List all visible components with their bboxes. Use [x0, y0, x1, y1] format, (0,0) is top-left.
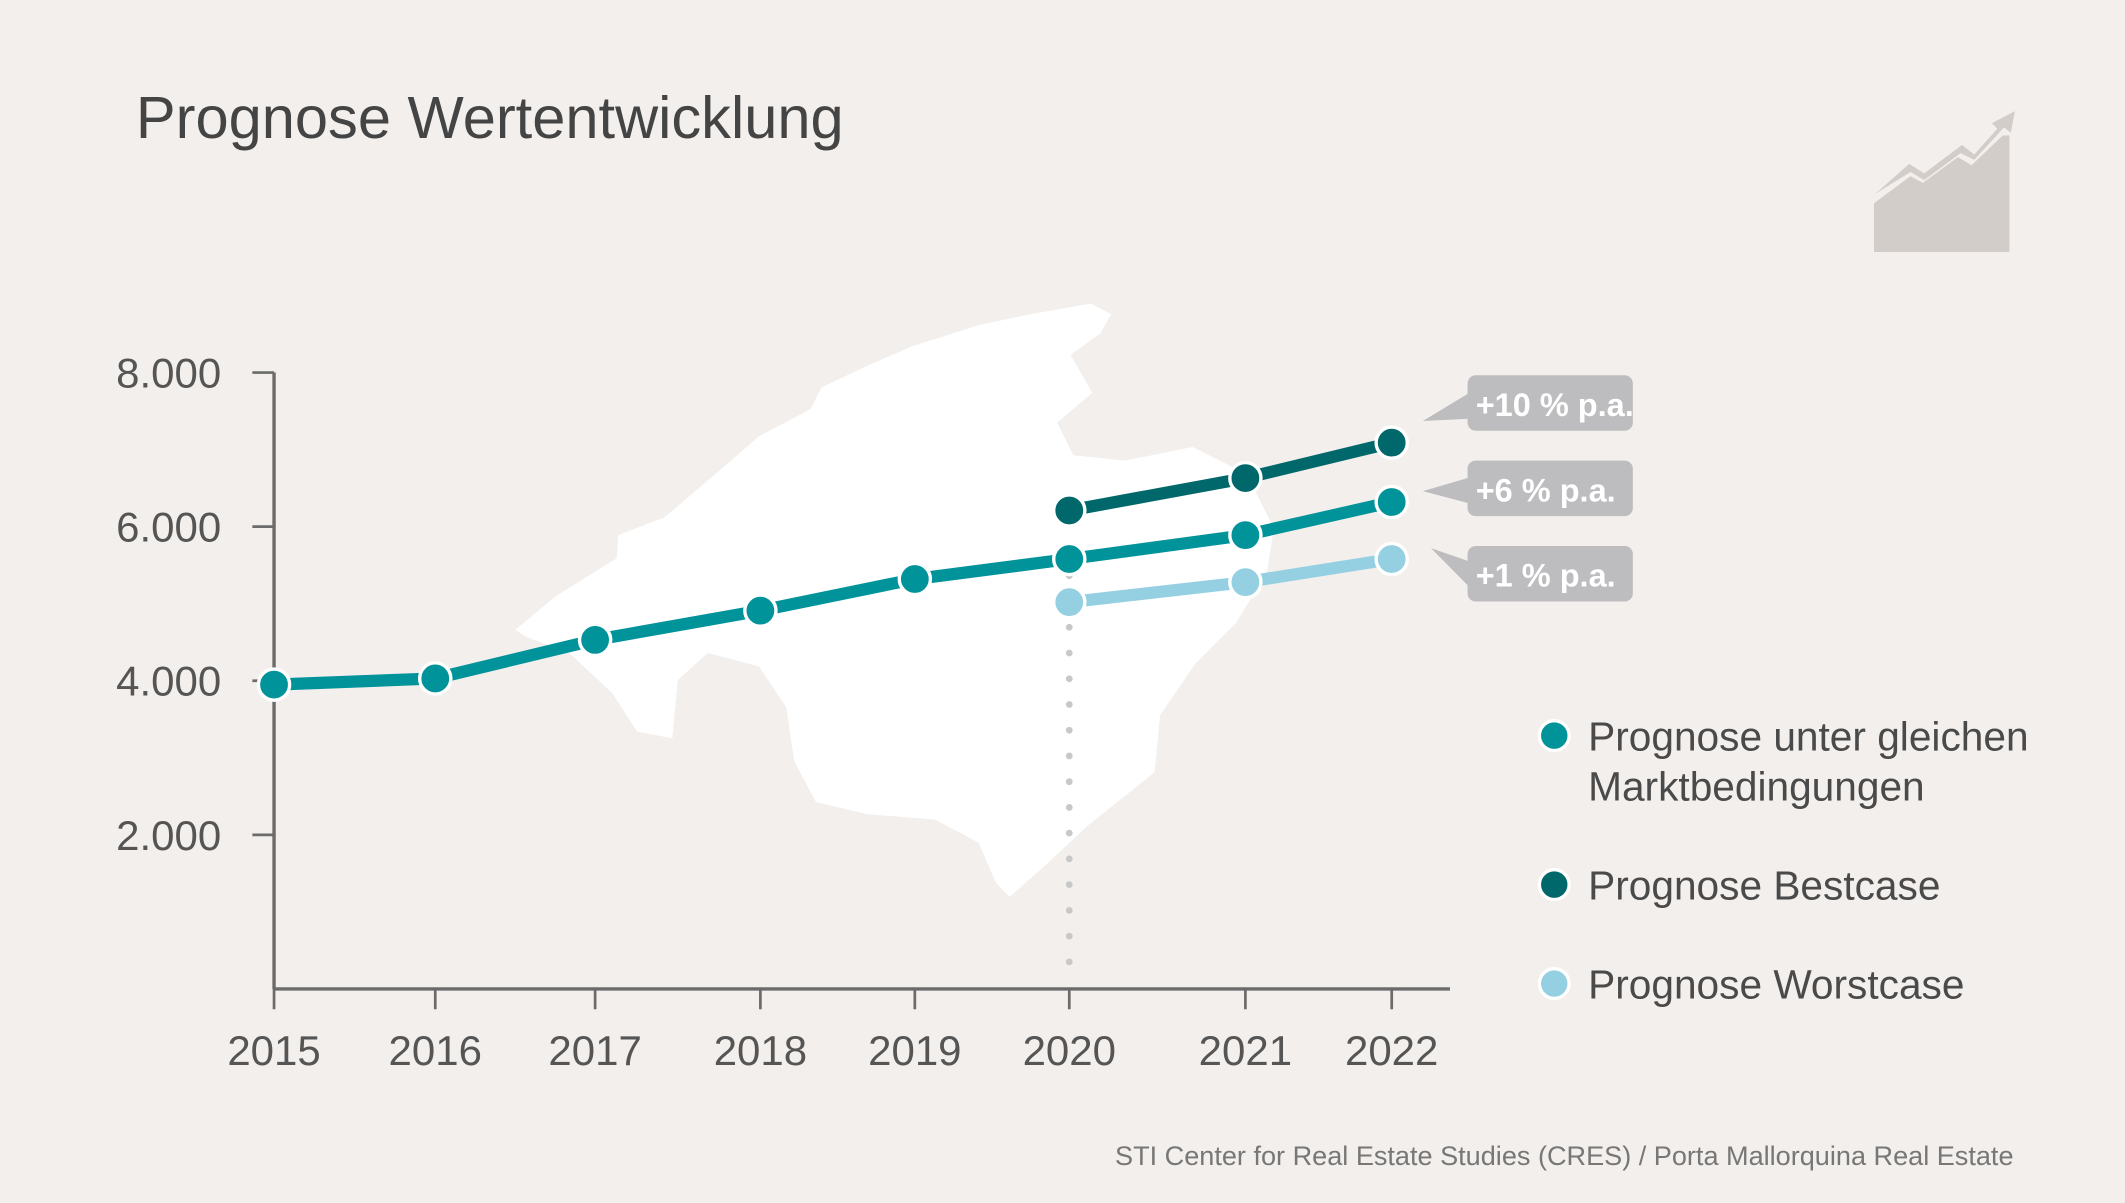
x-tick-label: 2020 [1023, 1027, 1116, 1074]
data-point [1052, 493, 1087, 528]
y-tick-label: 8.000 [116, 349, 221, 396]
x-tick-label: 2021 [1199, 1027, 1292, 1074]
legend-marker [1537, 868, 1571, 902]
legend-label: Prognose Bestcase [1588, 863, 1940, 909]
x-tick-label: 2022 [1345, 1027, 1438, 1074]
callout-label: +1 % p.a. [1476, 558, 1616, 594]
data-point [1228, 460, 1263, 496]
data-point [256, 667, 292, 702]
x-tick-label: 2015 [227, 1027, 320, 1074]
legend-marker [1537, 966, 1571, 1001]
callout-box [1467, 375, 1633, 431]
growth-chart-icon [1873, 111, 2015, 252]
mallorca-map-silhouette [515, 303, 1274, 897]
plot-area [256, 425, 1409, 973]
data-point [897, 561, 933, 597]
x-tick-label: 2019 [868, 1027, 961, 1074]
callout-pointer [1430, 548, 1472, 590]
chart-title: Prognose Wertentwicklung [136, 84, 844, 151]
data-point [1052, 584, 1087, 620]
x-tick-label: 2017 [548, 1027, 641, 1074]
x-tick-label: 2018 [714, 1027, 807, 1074]
axes: 2.000 4.000 6.000 8.000 2015 2016 2017 2018 2019… [116, 349, 1450, 1074]
data-point [1374, 541, 1409, 577]
legend-label: Prognose Worstcase [1588, 961, 1964, 1007]
callout-box [1467, 460, 1633, 517]
data-point [1228, 517, 1263, 553]
legend-label: Prognose unter gleichen [1588, 714, 2028, 760]
callout-label: +10 % p.a. [1476, 387, 1634, 423]
series-line [273, 496, 1394, 691]
callout-label: +6 % p.a. [1476, 472, 1616, 508]
legend-marker [1537, 719, 1571, 753]
y-tick-label: 2.000 [116, 812, 221, 859]
source-note: STI Center for Real Estate Studies (CRES… [1115, 1140, 2013, 1171]
data-point [743, 593, 778, 628]
callout-pointer [1422, 476, 1472, 504]
x-tick-label: 2016 [389, 1027, 482, 1074]
data-point [577, 622, 613, 658]
data-point [1052, 541, 1087, 577]
callout-box [1467, 545, 1633, 602]
data-point [1374, 484, 1409, 520]
y-tick-label: 6.000 [116, 504, 221, 551]
callouts: +10 % p.a. +6 % p.a. +1 % p.a. [1422, 375, 1634, 602]
data-point [1374, 425, 1409, 460]
data-point [1228, 564, 1263, 600]
y-tick-label: 4.000 [116, 658, 221, 705]
data-point [417, 661, 453, 696]
legend-label: Marktbedingungen [1588, 764, 1925, 810]
callout-pointer [1422, 391, 1472, 421]
